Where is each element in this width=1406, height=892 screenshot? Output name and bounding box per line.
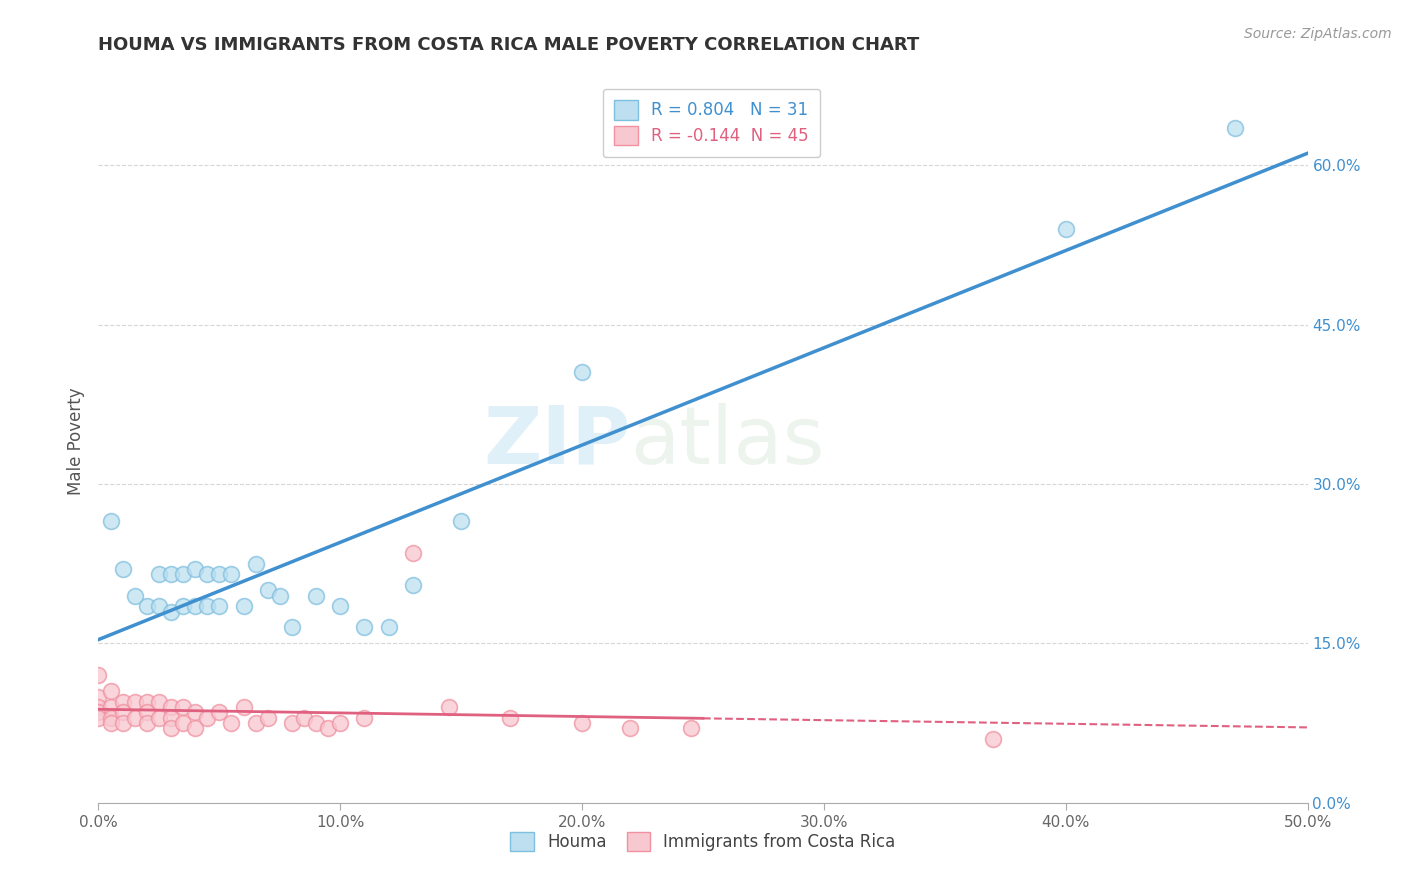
Point: [124, 695, 146, 709]
Point: [619, 722, 641, 736]
Point: [184, 599, 207, 614]
Point: [269, 589, 291, 603]
Y-axis label: Male Poverty: Male Poverty: [66, 388, 84, 495]
Point: [111, 706, 134, 720]
Point: [571, 366, 593, 380]
Point: [450, 514, 472, 528]
Point: [87, 706, 110, 720]
Point: [100, 716, 122, 731]
Point: [402, 546, 425, 560]
Point: [100, 514, 122, 528]
Text: Source: ZipAtlas.com: Source: ZipAtlas.com: [1244, 27, 1392, 41]
Point: [135, 695, 157, 709]
Point: [571, 716, 593, 731]
Text: ZIP: ZIP: [484, 402, 630, 481]
Point: [353, 620, 375, 634]
Point: [172, 700, 194, 714]
Point: [135, 599, 157, 614]
Point: [402, 578, 425, 592]
Point: [1054, 222, 1077, 236]
Point: [160, 605, 183, 619]
Point: [135, 706, 157, 720]
Point: [208, 567, 231, 582]
Point: [160, 722, 183, 736]
Point: [377, 620, 399, 634]
Point: [221, 716, 243, 731]
Point: [160, 567, 183, 582]
Point: [111, 562, 134, 576]
Point: [232, 700, 254, 714]
Point: [100, 684, 122, 698]
Legend: Houma, Immigrants from Costa Rica: Houma, Immigrants from Costa Rica: [502, 823, 904, 860]
Point: [245, 716, 267, 731]
Point: [437, 700, 460, 714]
Point: [148, 599, 170, 614]
Point: [498, 711, 520, 725]
Point: [208, 706, 231, 720]
Text: HOUMA VS IMMIGRANTS FROM COSTA RICA MALE POVERTY CORRELATION CHART: HOUMA VS IMMIGRANTS FROM COSTA RICA MALE…: [98, 36, 920, 54]
Point: [148, 567, 170, 582]
Point: [232, 599, 254, 614]
Point: [87, 711, 110, 725]
Point: [100, 711, 122, 725]
Point: [281, 620, 304, 634]
Point: [172, 567, 194, 582]
Point: [111, 716, 134, 731]
Point: [184, 562, 207, 576]
Point: [184, 706, 207, 720]
Point: [316, 722, 339, 736]
Point: [329, 599, 352, 614]
Point: [124, 589, 146, 603]
Point: [111, 695, 134, 709]
Point: [256, 583, 278, 598]
Point: [172, 599, 194, 614]
Point: [981, 732, 1004, 747]
Point: [87, 690, 110, 704]
Point: [87, 668, 110, 682]
Point: [256, 711, 278, 725]
Point: [305, 589, 328, 603]
Point: [160, 711, 183, 725]
Point: [281, 716, 304, 731]
Point: [305, 716, 328, 731]
Point: [1223, 121, 1246, 136]
Point: [195, 711, 218, 725]
Point: [292, 711, 315, 725]
Point: [195, 567, 218, 582]
Point: [100, 700, 122, 714]
Point: [208, 599, 231, 614]
Point: [148, 695, 170, 709]
Point: [245, 557, 267, 571]
Point: [148, 711, 170, 725]
Point: [184, 722, 207, 736]
Point: [135, 716, 157, 731]
Point: [353, 711, 375, 725]
Point: [87, 700, 110, 714]
Text: atlas: atlas: [630, 402, 825, 481]
Point: [221, 567, 243, 582]
Point: [329, 716, 352, 731]
Point: [124, 711, 146, 725]
Point: [195, 599, 218, 614]
Point: [172, 716, 194, 731]
Point: [160, 700, 183, 714]
Point: [679, 722, 702, 736]
